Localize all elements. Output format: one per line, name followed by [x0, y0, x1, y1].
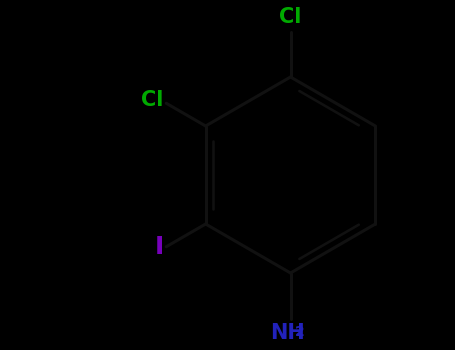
Text: Cl: Cl [141, 90, 163, 111]
Text: Cl: Cl [279, 7, 302, 27]
Text: 2: 2 [294, 326, 304, 340]
Text: NH: NH [270, 323, 304, 343]
Text: I: I [155, 235, 164, 259]
